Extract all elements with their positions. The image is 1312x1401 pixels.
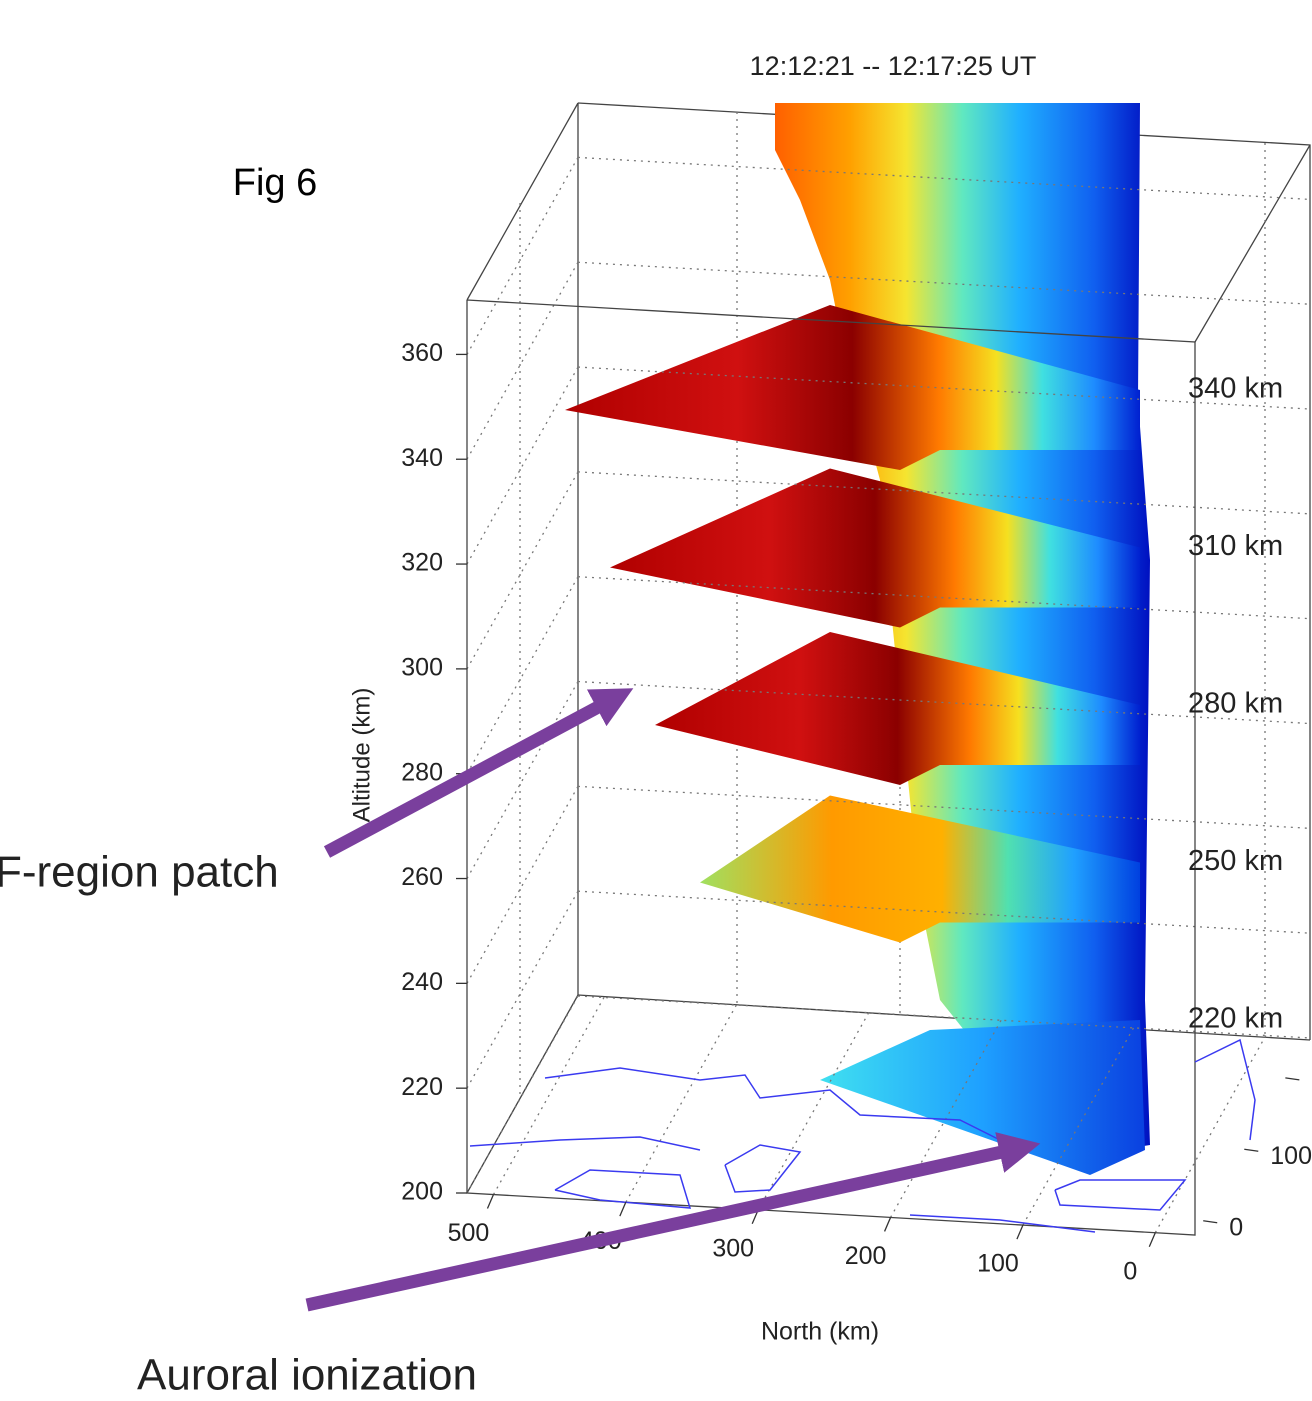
x-tick-label: 200 [845, 1242, 887, 1270]
z-tick-label: 200 [401, 1178, 443, 1206]
y-tick [1244, 1148, 1259, 1152]
y-tick-label: 100 [1270, 1142, 1312, 1170]
grid-line [466, 995, 579, 1194]
z-tick-label: 240 [401, 968, 443, 996]
z-tick-label: 300 [401, 653, 443, 681]
grid-line [466, 261, 579, 460]
x-tick-label: 500 [448, 1219, 490, 1247]
annotation: Auroral ionization [137, 1351, 477, 1400]
x-tick-label: 300 [712, 1234, 754, 1262]
x-tick [1016, 1224, 1024, 1240]
floor-contours [469, 1038, 1256, 1233]
chart-title: 12:12:21 -- 12:17:25 UT [750, 51, 1037, 81]
x-axis-label: North (km) [761, 1318, 879, 1346]
grid-line [466, 786, 579, 984]
slice [700, 795, 1140, 943]
annotation-arrow [323, 688, 634, 858]
grid-line [466, 890, 579, 1089]
grid-line [625, 1003, 738, 1203]
z-tick-label: 360 [401, 339, 443, 367]
slice-label: 340 km [1188, 373, 1283, 405]
slice [655, 632, 1140, 785]
z-tick-label: 220 [401, 1073, 443, 1101]
x-tick [883, 1217, 892, 1232]
z-tick-label: 320 [401, 549, 443, 577]
slice [565, 305, 1140, 470]
x-tick-label: 0 [1123, 1257, 1137, 1285]
grid-line [466, 157, 579, 355]
curtain [775, 103, 1150, 1155]
grid-line [466, 471, 579, 670]
slice [820, 1020, 1145, 1175]
y-tick [1285, 1077, 1300, 1081]
slice-label: 220 km [1188, 1003, 1283, 1035]
slice-label: 250 km [1188, 845, 1283, 877]
y-tick-label: 0 [1229, 1213, 1243, 1241]
grid-line [1154, 1034, 1267, 1234]
figure-label: Fig 6 [233, 162, 317, 204]
annotation-arrow [305, 1132, 1041, 1312]
grid-line [492, 996, 606, 1195]
grid-line [757, 1011, 870, 1211]
x-tick [619, 1201, 627, 1217]
grid [466, 156, 1311, 1234]
slices [565, 305, 1145, 1175]
slice-label: 280 km [1188, 688, 1283, 720]
x-tick [486, 1194, 495, 1209]
annotation: F-region patch [0, 848, 279, 897]
grid-line [889, 1019, 1003, 1218]
grid-line [466, 576, 579, 775]
slice [610, 468, 1140, 628]
ticks: 2002202402602803003203403605004003002001… [401, 339, 1312, 1285]
y-tick [1203, 1220, 1218, 1224]
x-tick [1148, 1232, 1156, 1247]
z-axis-label: Altitude (km) [348, 688, 375, 823]
z-tick-label: 280 [401, 758, 443, 786]
grid-line [466, 366, 579, 565]
x-tick-label: 100 [977, 1250, 1019, 1278]
z-tick-label: 340 [401, 444, 443, 472]
slice-label: 310 km [1188, 530, 1283, 562]
grid-line [466, 681, 579, 879]
z-tick-label: 260 [401, 863, 443, 891]
box-front [466, 299, 1196, 1236]
grid-line [1022, 1026, 1135, 1226]
